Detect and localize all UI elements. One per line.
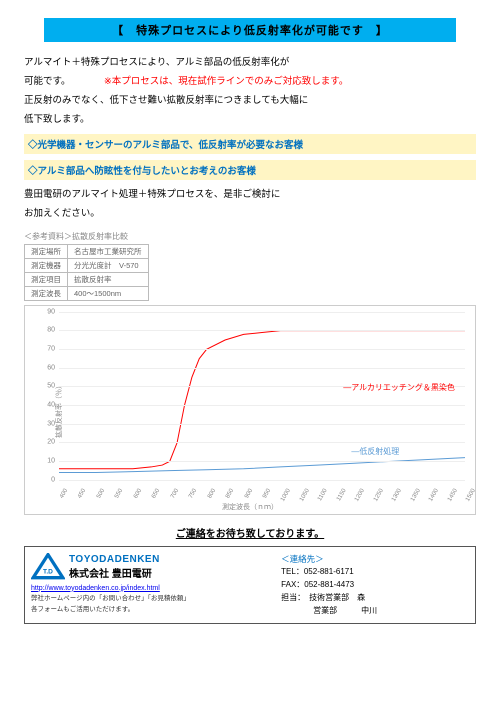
para-1-red: ※本プロセスは、現在試作ラインでのみご対応致します。 [104,76,349,87]
x-tick: 800 [207,488,217,500]
x-tick: 900 [244,488,254,500]
x-tick: 500 [96,488,106,500]
ref-table: 測定場所名古屋市工業研究所 測定機器分光光度計 V-570 測定項目拡散反射率 … [24,244,149,301]
y-tick: 40 [39,401,55,408]
x-tick: 1000 [280,488,292,503]
cell: 拡散反射率 [68,272,149,286]
para-4: 豊田電研のアルマイト処理＋特殊プロセスを、是非ご検討に [24,186,476,203]
cell: 分光光度計 V-570 [68,258,149,272]
svg-text:T.D: T.D [43,568,53,575]
x-tick: 1200 [354,488,366,503]
x-tick: 950 [262,488,272,500]
x-tick: 1050 [299,488,311,503]
chart-plot-area: 0102030405060708090400450500550600650700… [59,312,465,480]
y-tick: 50 [39,383,55,390]
closing-text: ご連絡をお待ち致しております。 [24,525,476,540]
y-tick: 60 [39,364,55,371]
x-tick: 850 [225,488,235,500]
contact-box: T.D TOYODADENKEN 株式会社 豊田電研 http://www.to… [24,546,476,625]
x-tick: 1250 [373,488,385,503]
contact-p2: 営業部 中川 [281,605,469,618]
contact-fax: FAX：052-881-4473 [281,579,469,592]
company-jp: 株式会社 豊田電研 [69,565,160,580]
sub-banner-1: ◇光学機器・センサーのアルミ部品で、低反射率が必要なお客様 [24,134,476,154]
sub-banner-2: ◇アルミ部品へ防眩性を付与したいとお考えのお客様 [24,160,476,180]
x-tick: 1100 [317,488,329,502]
para-1a: アルマイト＋特殊プロセスにより、アルミ部品の低反射率化が [24,54,476,71]
para-5: お加えください。 [24,205,476,222]
para-2: 正反射のみでなく、低下させ難い拡散反射率につきましても大幅に [24,92,476,109]
logo-row: T.D TOYODADENKEN 株式会社 豊田電研 [31,553,275,581]
ref-title: ＜参考資料＞拡散反射率比較 [24,231,476,242]
x-tick: 750 [188,488,198,500]
legend-item: —アルカリエッチング＆黒染色 [343,382,455,393]
y-tick: 70 [39,345,55,352]
contact-left: T.D TOYODADENKEN 株式会社 豊田電研 http://www.to… [31,553,275,618]
cell: 測定機器 [25,258,68,272]
contact-note-1: 弊社ホームページ内の「お問い合わせ」「お見積依頼」 [31,594,275,603]
x-tick: 1350 [410,488,422,503]
title-banner: 【 特殊プロセスにより低反射率化が可能です 】 [44,18,456,42]
contact-right: ＜連絡先＞ TEL：052-881-6171 FAX：052-881-4473 … [275,553,469,618]
y-tick: 20 [39,439,55,446]
company-url[interactable]: http://www.toyodadenken.co.jp/index.html [31,585,160,592]
cell: 測定項目 [25,272,68,286]
y-tick: 80 [39,327,55,334]
x-tick: 1300 [391,488,403,503]
x-tick: 1450 [447,488,459,503]
y-tick: 0 [39,476,55,483]
table-row: 測定場所名古屋市工業研究所 [25,244,149,258]
x-tick: 1150 [336,488,348,502]
x-tick: 600 [133,488,143,500]
x-tick: 1400 [428,488,440,503]
x-tick: 1500 [465,488,477,503]
y-tick: 10 [39,457,55,464]
y-tick: 90 [39,308,55,315]
legend-item: —低反射処理 [351,446,399,457]
x-tick: 700 [170,488,180,500]
x-axis-label: 測定波長（ｎｍ） [25,502,475,512]
x-tick: 450 [77,488,87,500]
para-1b: 可能です。 [24,76,71,87]
chart-svg [59,312,465,480]
x-tick: 650 [151,488,161,500]
contact-head: ＜連絡先＞ [281,553,469,567]
table-row: 測定波長400～1500nm [25,286,149,300]
y-tick: 30 [39,420,55,427]
company-block: TOYODADENKEN 株式会社 豊田電研 [69,554,160,580]
table-row: 測定項目拡散反射率 [25,272,149,286]
cell: 400～1500nm [68,286,149,300]
para-3: 低下致します。 [24,111,476,128]
cell: 測定場所 [25,244,68,258]
table-row: 測定機器分光光度計 V-570 [25,258,149,272]
para-1b-row: 可能です。 ※本プロセスは、現在試作ラインでのみご対応致します。 [24,73,476,90]
contact-p1: 担当： 技術営業部 森 [281,592,469,605]
logo-icon: T.D [31,553,65,581]
x-tick: 550 [114,488,124,500]
x-tick: 400 [59,488,69,500]
cell: 測定波長 [25,286,68,300]
chart: 拡散反射率（％） 0102030405060708090400450500550… [24,305,476,515]
company-en: TOYODADENKEN [69,554,160,565]
contact-tel: TEL：052-881-6171 [281,566,469,579]
cell: 名古屋市工業研究所 [68,244,149,258]
contact-note-2: 各フォームもご活用いただけます。 [31,605,275,614]
